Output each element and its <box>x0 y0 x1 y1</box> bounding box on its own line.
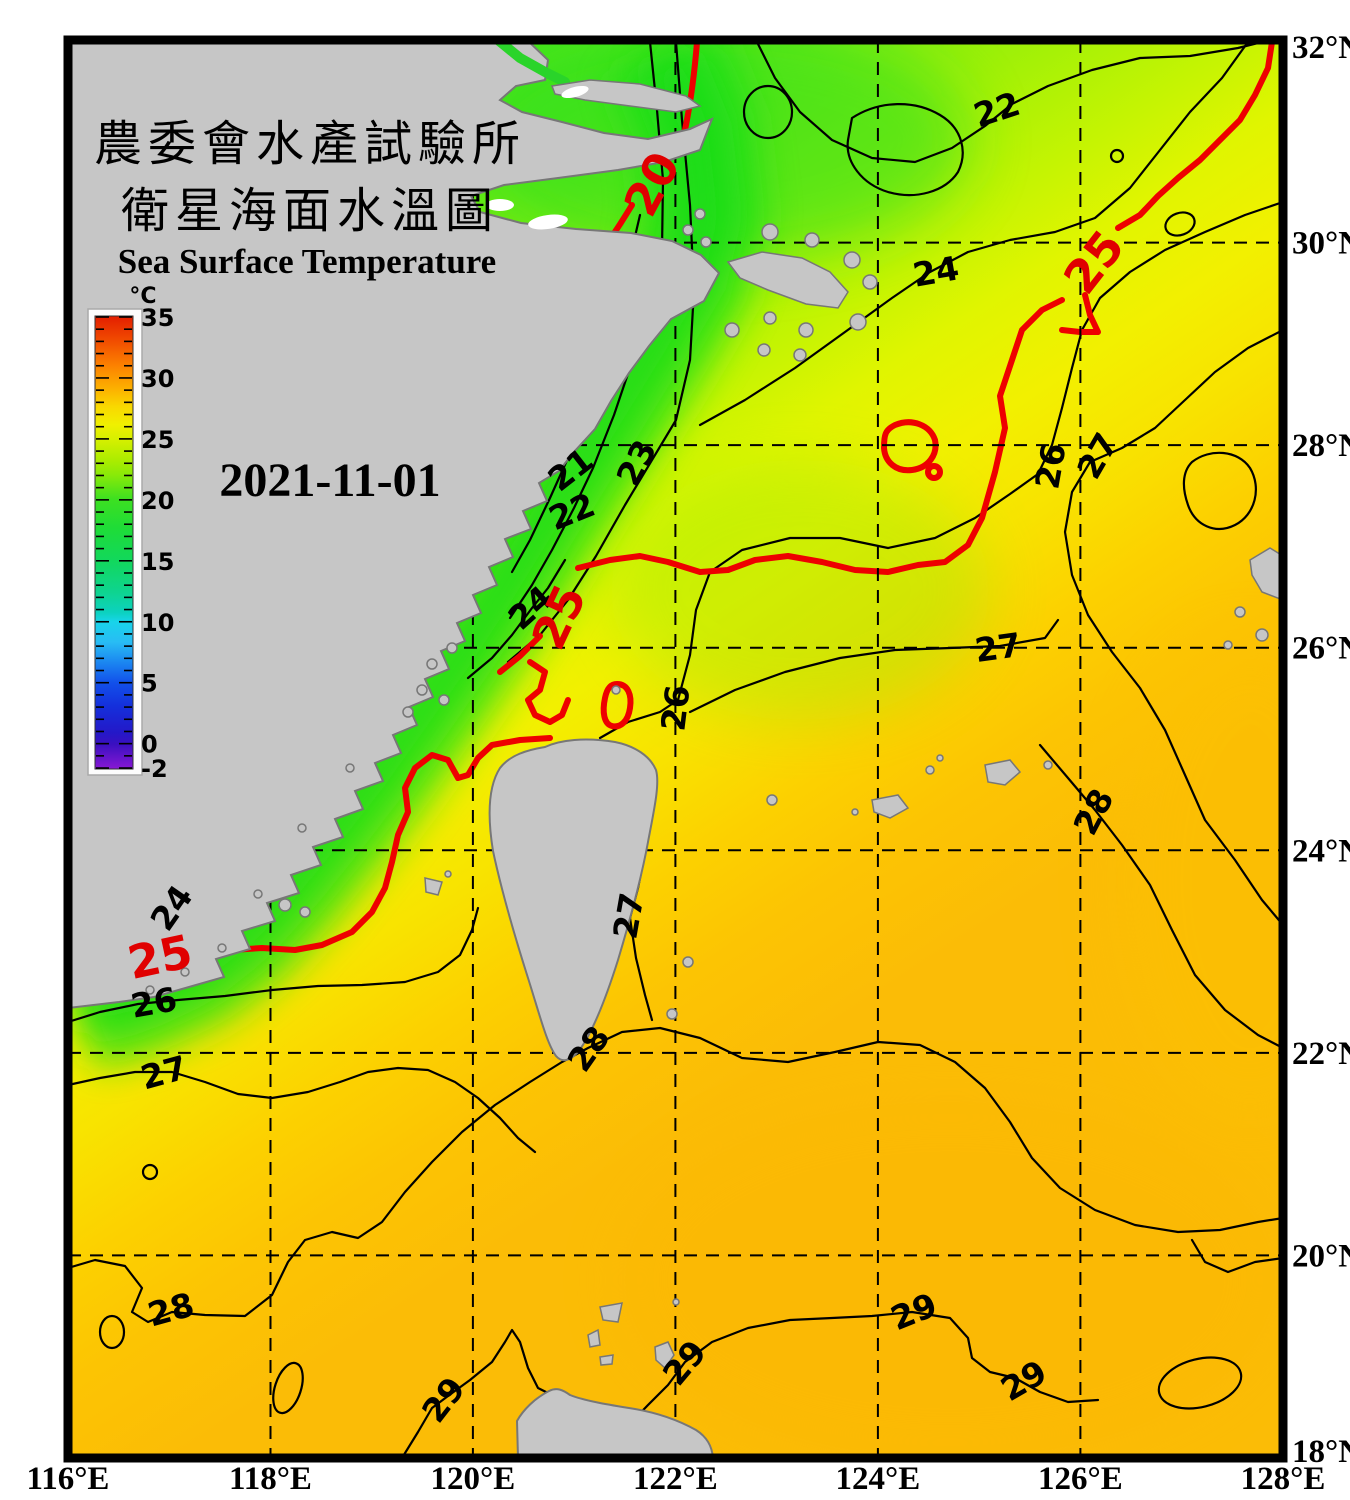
colorbar-unit: °C <box>129 284 156 309</box>
colorbar-tick-label: 0 <box>141 731 158 759</box>
colorbar-ticks <box>96 316 132 769</box>
isotherm-label-26: 26 <box>128 979 180 1025</box>
isotherm-label-26: 26 <box>1027 440 1073 492</box>
map-date: 2021-11-01 <box>219 454 440 507</box>
title-en: Sea Surface Temperature <box>118 242 496 281</box>
lat-tick-label: 26°N <box>1292 631 1350 667</box>
lat-tick-label: 30°N <box>1292 226 1350 262</box>
map-border <box>63 35 1288 1463</box>
islands-zhoushan <box>682 208 878 362</box>
lat-tick-label: 32°N <box>1292 30 1350 66</box>
colorbar-tick-label: 30 <box>141 365 174 393</box>
isotherm-label-26: 26 <box>653 683 697 733</box>
colorbar-tick-label: 20 <box>141 487 174 515</box>
yangtze-river <box>493 40 570 87</box>
colorbar-tick-label: 15 <box>141 548 174 576</box>
colorbar-tick-label: 10 <box>141 609 174 637</box>
lon-tick-label: 120°E <box>431 1461 516 1497</box>
islands-fujian-coast <box>145 642 458 995</box>
legend: 農委會水產試驗所 衛星海面水溫圖 Sea Surface Temperature… <box>87 116 526 783</box>
lat-tick-label: 22°N <box>1292 1036 1350 1072</box>
lon-tick-label: 122°E <box>633 1461 718 1497</box>
colorbar: 35 30 25 20 15 10 5 0-2 <box>87 304 174 783</box>
longitude-labels: 116°E 118°E 120°E 122°E 124°E 126°E 128°E <box>27 1461 1326 1497</box>
lon-tick-label: 128°E <box>1241 1461 1326 1497</box>
land-luzon <box>515 1388 715 1458</box>
lon-tick-label: 126°E <box>1038 1461 1123 1497</box>
colorbar-tick-label: 35 <box>141 304 174 332</box>
no-data-patches <box>486 85 589 230</box>
lat-tick-label: 24°N <box>1292 833 1350 869</box>
land-china <box>68 40 721 1010</box>
colorbar-tick-label: 25 <box>141 426 174 454</box>
lat-tick-label: 20°N <box>1292 1238 1350 1274</box>
lon-tick-label: 116°E <box>27 1461 110 1497</box>
isotherm-label-27: 27 <box>972 625 1023 670</box>
islands-ryukyu <box>851 547 1283 819</box>
lat-tick-label: 18°N <box>1292 1434 1350 1470</box>
islands-penghu <box>424 870 452 896</box>
org-title-zh: 農委會水產試驗所 <box>94 116 526 172</box>
colorbar-tick-labels: 35 30 25 20 15 10 5 0-2 <box>141 304 174 783</box>
isotherm-label-24: 24 <box>910 248 962 294</box>
colorbar-tick-label: -2 <box>141 755 168 783</box>
isotherm-label-25: 25 <box>123 924 197 990</box>
product-title-zh: 衛星海面水溫圖 <box>121 183 499 239</box>
lon-tick-label: 124°E <box>836 1461 921 1497</box>
isotherm-lines <box>68 40 1283 1458</box>
latitude-labels: 32°N 30°N 28°N 26°N 24°N 22°N 20°N 18°N <box>1292 30 1350 1470</box>
land-taiwan <box>488 738 659 1062</box>
lat-tick-label: 28°N <box>1292 428 1350 464</box>
islands-babuyan <box>587 1298 680 1370</box>
colorbar-tick-label: 5 <box>141 670 158 698</box>
islands-near-taiwan <box>611 685 778 1020</box>
isotherm-label-27: 27 <box>605 890 651 942</box>
landmasses <box>68 40 1283 1458</box>
lon-tick-label: 118°E <box>229 1461 312 1497</box>
